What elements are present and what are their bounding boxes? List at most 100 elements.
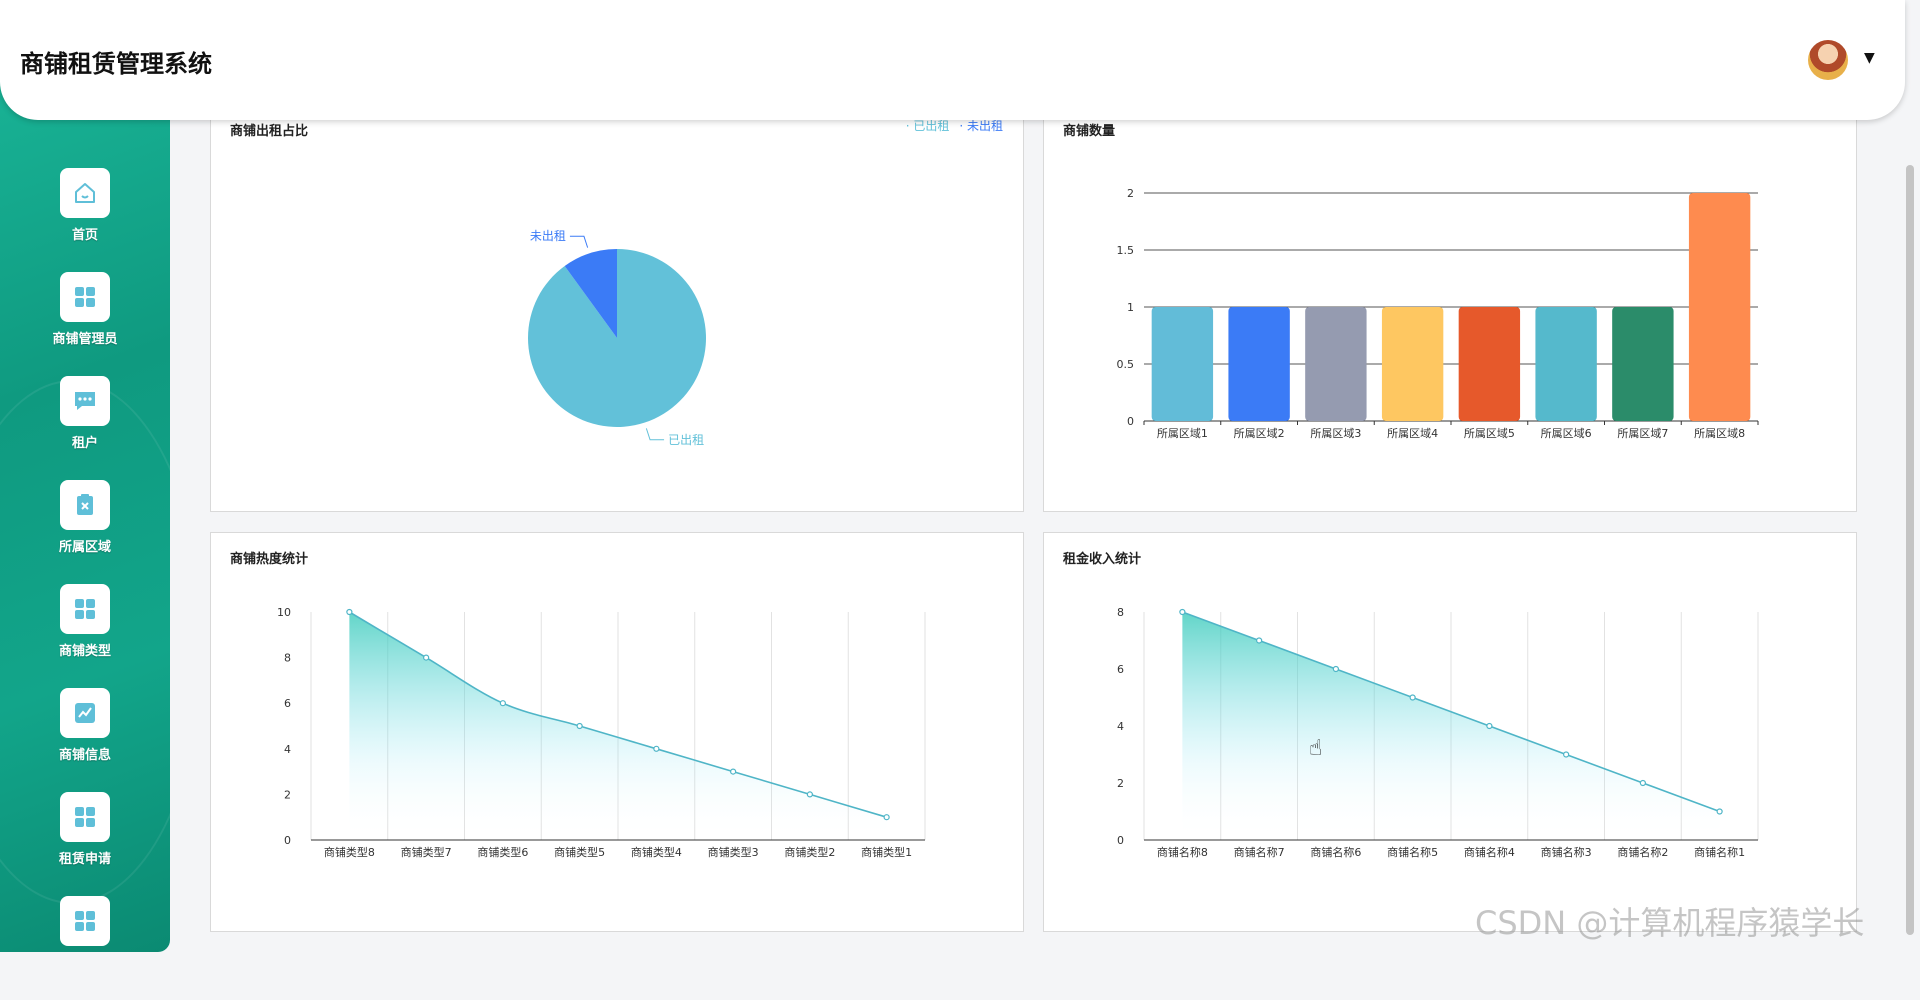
legend-label-unrented: 未出租 (966, 119, 1003, 133)
y-tick-label: 8 (1117, 606, 1124, 619)
pie-slice-2[interactable] (564, 249, 617, 338)
area-chart-popularity: 0 2 4 6 8 10 商铺类型8 商铺类型7 商铺类型6 商铺类型5 商铺类型4 商铺类型3 商铺类… (277, 606, 926, 859)
chat-icon (60, 376, 110, 426)
data-point-4[interactable] (576, 722, 583, 730)
legend-unrented[interactable]: · 未出租 (959, 119, 1003, 133)
bar-8[interactable] (1688, 193, 1751, 421)
bar-2[interactable] (1228, 307, 1290, 421)
watermark: CSDN @计算机程序猿学长 (1475, 904, 1865, 942)
y-tick-label: 0 (284, 834, 291, 847)
legend-rented[interactable]: · 已出租 (905, 119, 950, 133)
x-tick-label: 商铺类型8 (324, 845, 375, 859)
chart-legend: · 已出租 · 未出租 (906, 117, 1003, 134)
sidebar-item-1[interactable]: 首页 (0, 168, 170, 272)
x-tick-label: 商铺类型6 (477, 845, 528, 859)
x-tick-label: 商铺名称5 (1387, 845, 1438, 859)
clipboard-icon (60, 480, 110, 530)
sidebar-item-label: 租户 (71, 436, 98, 451)
x-tick-label: 商铺名称3 (1541, 845, 1592, 859)
user-menu-caret-icon[interactable]: ▼ (1864, 50, 1875, 66)
pie-label-line (645, 428, 665, 441)
y-tick-label: 8 (284, 652, 291, 665)
panel-title: 商铺数量 (1063, 124, 1116, 139)
y-tick-label: 1.5 (1117, 244, 1135, 257)
grid-icon (60, 584, 110, 634)
bar-panel: 商铺数量 0 0.5 1 1.5 2 所属区域1 所属区域2 所属区域3 所属区域4 所属区域5 所… (1043, 104, 1857, 512)
x-tick-label: 所属区域3 (1310, 427, 1361, 440)
data-point-6[interactable] (730, 768, 737, 775)
sidebar-item-8[interactable] (0, 896, 170, 1000)
sidebar-item-6[interactable]: 商铺信息 (0, 688, 170, 792)
sidebar-item-4[interactable]: 所属区域 (0, 480, 170, 584)
sidebar-item-label: 商铺类型 (58, 644, 111, 659)
x-tick-label: 商铺类型2 (784, 845, 835, 859)
x-tick-label: 所属区域1 (1157, 427, 1208, 440)
data-point-4[interactable] (1409, 694, 1416, 701)
grid-icon (60, 792, 110, 842)
data-point-3[interactable] (499, 700, 506, 707)
sidebar-item-5[interactable]: 商铺类型 (0, 584, 170, 688)
bar-chart: 0 0.5 1 1.5 2 所属区域1 所属区域2 所属区域3 所属区域4 所属区域5 所属区域6 所… (1117, 187, 1759, 440)
bar-4[interactable] (1381, 307, 1444, 421)
app-title: 商铺租赁管理系统 (20, 50, 212, 78)
y-tick-label: 6 (284, 697, 291, 710)
data-point-7[interactable] (1639, 779, 1646, 787)
data-point-8[interactable] (1716, 808, 1723, 815)
area-fill (349, 612, 887, 840)
data-point-1[interactable] (1179, 608, 1186, 616)
data-point-8[interactable] (883, 814, 890, 821)
y-tick-label: 0 (1127, 415, 1134, 428)
pie-slice-1[interactable] (528, 249, 706, 428)
bar-1[interactable] (1151, 307, 1214, 421)
sidebar-item-7[interactable]: 租赁申请 (0, 792, 170, 896)
x-tick-label: 商铺名称2 (1617, 845, 1668, 859)
data-point-7[interactable] (806, 791, 813, 798)
x-tick-label: 商铺名称7 (1234, 845, 1285, 859)
data-point-5[interactable] (653, 745, 660, 752)
user-avatar[interactable] (1808, 40, 1848, 80)
sidebar-menu: 首页商铺管理员租户所属区域商铺类型商铺信息租赁申请 (0, 168, 170, 1000)
sidebar-item-label: 商铺信息 (58, 748, 111, 763)
area-chart-rent-income: 0 2 4 6 8 商铺名称8 商铺名称7 商铺名称6 商铺名称5 商铺名称4 商铺名称3 商铺名称2… (1117, 606, 1759, 859)
series-line (1182, 611, 1720, 813)
y-tick-label: 2 (1117, 777, 1124, 790)
sidebar-item-label: 租赁申请 (58, 852, 111, 867)
data-point-1[interactable] (346, 608, 353, 616)
y-tick-label: 1 (1127, 301, 1134, 314)
x-tick-label: 所属区域8 (1694, 427, 1745, 440)
line1-panel: 商铺热度统计 0 2 4 6 8 10 商铺类型8 商铺类型7 商铺类型6 商铺类型5 商铺类型4 商… (210, 532, 1024, 932)
data-point-2[interactable] (423, 654, 430, 661)
data-point-3[interactable] (1332, 665, 1339, 673)
panel-title: 商铺出租占比 (230, 124, 309, 139)
data-point-2[interactable] (1256, 637, 1263, 644)
sidebar-item-label: 所属区域 (58, 540, 111, 555)
x-tick-label: 商铺类型7 (401, 845, 452, 859)
grid-icon (60, 896, 110, 946)
data-point-6[interactable] (1563, 751, 1570, 758)
bar-5[interactable] (1458, 307, 1521, 421)
y-tick-label: 10 (277, 606, 291, 619)
y-tick-label: 0.5 (1117, 358, 1135, 371)
home-icon (60, 168, 110, 218)
page-scrollbar[interactable] (1906, 165, 1914, 935)
x-tick-label: 商铺名称6 (1310, 845, 1361, 859)
pie-chart: 已出租 未出租 (528, 229, 706, 447)
bar-6[interactable] (1535, 307, 1597, 421)
y-tick-label: 6 (1117, 663, 1124, 676)
bar-3[interactable] (1305, 307, 1367, 421)
y-tick-label: 0 (1117, 834, 1124, 847)
x-tick-label: 商铺类型3 (708, 845, 759, 859)
x-tick-label: 商铺类型4 (631, 845, 682, 859)
pie-label-line (569, 235, 589, 248)
line2-panel: 租金收入统计 0 2 4 6 8 商铺名称8 商铺名称7 商铺名称6 商铺名称5 商铺名称4 商铺名… (1043, 532, 1857, 932)
sidebar-item-2[interactable]: 商铺管理员 (0, 272, 170, 376)
grid-icon (60, 272, 110, 322)
sidebar-item-label: 商铺管理员 (52, 332, 118, 347)
x-tick-label: 商铺名称4 (1464, 845, 1515, 859)
bar-7[interactable] (1612, 307, 1674, 421)
data-point-5[interactable] (1486, 722, 1493, 730)
sidebar: 首页商铺管理员租户所属区域商铺类型商铺信息租赁申请 (0, 0, 204, 952)
sidebar-item-3[interactable]: 租户 (0, 376, 170, 480)
x-tick-label: 商铺名称8 (1157, 845, 1208, 859)
x-tick-label: 所属区域7 (1617, 427, 1668, 440)
